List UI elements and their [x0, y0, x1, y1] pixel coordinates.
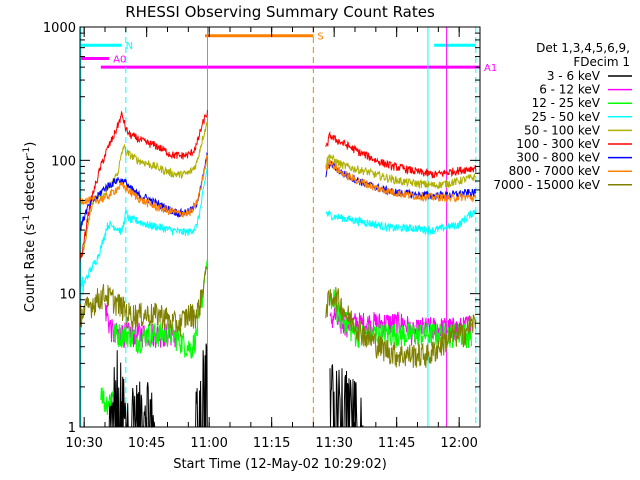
legend-label-9: 7000 - 15000 keV — [493, 178, 600, 192]
x-axis-ticks: 10:30 10:45 11:00 11:15 11:30 11:45 12:00 — [65, 27, 481, 451]
series-3-line-2 — [112, 259, 208, 359]
x-tick-label-2: 10:45 — [128, 436, 165, 451]
y-tick-label-1: 1 — [68, 421, 76, 436]
legend-label-7: 300 - 800 keV — [516, 151, 600, 165]
segment-bar-label-3: A0 — [113, 55, 126, 66]
series-9 — [79, 266, 477, 368]
segment-bar-label-1: N — [126, 41, 133, 52]
x-axis-label: Start Time (12-May-02 10:29:02) — [173, 457, 387, 472]
series-9-line-1 — [79, 266, 208, 337]
legend-label-1: 3 - 6 keV — [547, 69, 601, 83]
legend-header-1: Det 1,3,4,5,6,9, — [536, 41, 630, 55]
series-6 — [79, 109, 477, 264]
plot-frame — [79, 26, 481, 428]
x-tick-label-4: 11:15 — [253, 436, 290, 451]
series-5 — [79, 121, 476, 258]
x-tick-label-6: 11:45 — [378, 436, 415, 451]
series-8-line-1 — [79, 154, 208, 218]
y-axis-label: Count Rate (s-1 detector-1) — [22, 142, 38, 313]
series-8 — [79, 154, 477, 218]
series-1-line-3 — [329, 364, 364, 428]
series-1 — [108, 343, 364, 429]
y-tick-label-2: 10 — [59, 288, 76, 303]
y-tick-label-4: 1000 — [43, 21, 76, 36]
y-tick-label-3: 100 — [51, 154, 76, 169]
series-4-line-2 — [325, 209, 477, 236]
legend-label-5: 50 - 100 keV — [524, 123, 601, 137]
legend-label-8: 800 - 7000 keV — [509, 164, 601, 178]
x-tick-label-7: 12:00 — [440, 436, 477, 451]
legend-label-4: 25 - 50 keV — [532, 110, 601, 124]
series-7-line-1 — [79, 151, 208, 232]
series-1-line-1 — [108, 350, 156, 429]
legend-label-2: 6 - 12 keV — [539, 83, 601, 97]
series-4 — [79, 167, 477, 300]
x-tick-label-1: 10:30 — [65, 436, 102, 451]
legend-header-2: FDecim 1 — [573, 55, 630, 69]
plot-series — [79, 109, 477, 429]
series-4-line-1 — [79, 167, 208, 300]
y-axis-ticks: 1 10 100 1000 — [43, 21, 480, 436]
x-tick-label-3: 11:00 — [190, 436, 227, 451]
series-3 — [100, 259, 472, 416]
series-5-line-1 — [79, 121, 208, 258]
series-2 — [104, 303, 472, 349]
series-6-line-2 — [325, 131, 477, 179]
segment-bars: NA0 A1 S — [80, 32, 497, 74]
segment-bar-label-5: S — [317, 32, 323, 43]
series-6-line-1 — [79, 109, 208, 264]
legend-label-3: 12 - 25 keV — [532, 96, 601, 110]
series-3-line-1 — [100, 387, 114, 416]
series-8-line-2 — [325, 159, 477, 203]
segment-bar-label-4: A1 — [484, 63, 497, 74]
series-9-line-2 — [325, 286, 477, 368]
series-1-line-2 — [194, 343, 208, 428]
x-tick-label-5: 11:30 — [315, 436, 352, 451]
legend-label-6: 100 - 300 keV — [516, 137, 600, 151]
series-5-line-2 — [325, 154, 476, 190]
series-7 — [79, 151, 477, 232]
chart-title: RHESSI Observing Summary Count Rates — [125, 3, 435, 21]
